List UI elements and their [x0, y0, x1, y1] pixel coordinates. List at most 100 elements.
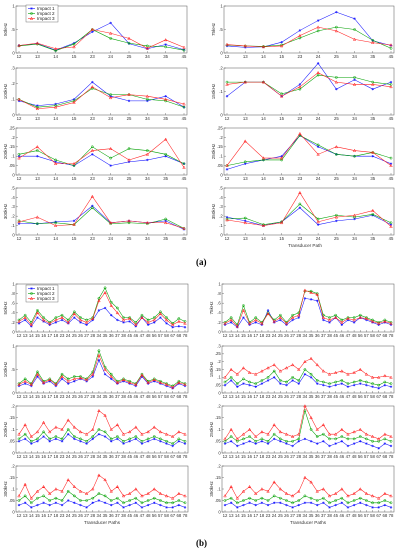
data-point [145, 46, 150, 50]
data-point [54, 102, 57, 106]
data-point [78, 430, 83, 434]
data-point [279, 156, 284, 160]
x-tick-label: 13 [35, 236, 40, 241]
data-point [254, 321, 257, 324]
data-point [134, 437, 138, 441]
data-point [84, 320, 89, 324]
data-point [321, 422, 326, 427]
x-tick-label: 15 [279, 176, 284, 181]
data-point [152, 487, 156, 491]
data-point [383, 503, 387, 507]
data-point [371, 82, 375, 86]
data-point [297, 382, 300, 385]
data-point [235, 382, 239, 385]
data-point [109, 499, 113, 502]
data-point [127, 430, 132, 434]
data-point [243, 160, 247, 164]
data-point [260, 437, 264, 441]
data-point [364, 372, 369, 376]
data-point [389, 43, 393, 47]
y-tick-label: .1 [11, 154, 15, 159]
x-tick-label: 57 [158, 454, 163, 459]
x-tick-label: 16 [41, 333, 46, 338]
data-point [53, 105, 58, 109]
data-point [17, 384, 21, 388]
x-tick-label: 24 [272, 513, 277, 518]
x-tick-label: 12 [225, 176, 230, 181]
y-tick-label: 0 [12, 509, 15, 514]
data-point [60, 318, 64, 322]
x-tick-label: 67 [376, 454, 381, 459]
x-tick-label: 25 [72, 333, 77, 338]
data-point [54, 382, 58, 386]
y-tick-label: .05 [215, 383, 222, 388]
series-line-impact-3 [224, 358, 392, 378]
x-tick-label: 68 [176, 333, 181, 338]
data-point [272, 422, 276, 427]
plot-frame [15, 127, 188, 176]
data-point [30, 325, 33, 328]
series-line-impact-3 [18, 410, 186, 437]
x-tick-label: 34 [352, 236, 357, 241]
data-point [48, 499, 52, 502]
legend-label: Impact 2 [37, 11, 55, 16]
data-point [223, 375, 227, 379]
x-tick-label: 25 [72, 454, 77, 459]
plot-frame [15, 465, 189, 513]
x-tick-label: 23 [60, 394, 65, 399]
data-point [145, 97, 149, 101]
y-tick-label: .1 [217, 375, 221, 380]
data-point [303, 494, 307, 498]
chart-a-350kHz: 0 .1 .2 .3 .4 .5 12 13 14 15 23 24 25 34 35 45 350kHz [211, 185, 395, 241]
data-point [340, 435, 344, 438]
data-point [316, 145, 320, 148]
data-point [146, 491, 150, 495]
y-tick-label: .15 [9, 144, 16, 149]
x-tick-label: 78 [183, 454, 188, 459]
data-point [110, 314, 113, 317]
data-point [23, 315, 27, 319]
data-point [159, 503, 162, 507]
data-point [242, 304, 245, 307]
data-point [134, 435, 138, 438]
data-point [285, 439, 288, 443]
data-point [159, 379, 162, 383]
data-point [90, 87, 94, 90]
x-tick-label: 58 [164, 394, 169, 399]
data-point [353, 217, 356, 221]
data-point [90, 206, 94, 210]
data-point [90, 27, 95, 31]
x-axis-label-b-left: Transducer Paths [84, 520, 121, 525]
data-point [91, 30, 94, 34]
plot-frame [221, 345, 395, 394]
data-point [54, 104, 58, 107]
data-point [340, 320, 344, 324]
data-point [322, 440, 325, 443]
data-point [371, 444, 374, 448]
x-tick-label: 35 [163, 236, 168, 241]
data-point [109, 156, 113, 160]
data-point [290, 362, 295, 367]
x-tick-label: 56 [152, 454, 157, 459]
data-point [316, 143, 320, 147]
x-tick-label: 57 [158, 394, 163, 399]
series-line-impact-3 [226, 26, 392, 48]
x-tick-label: 23 [266, 333, 271, 338]
data-point [370, 434, 375, 438]
data-point [254, 382, 258, 385]
data-point [365, 442, 368, 445]
data-point [177, 437, 181, 441]
x-tick-label: 57 [158, 513, 163, 518]
x-tick-label: 14 [29, 394, 34, 399]
data-point [272, 362, 276, 367]
x-tick-label: 47 [346, 513, 351, 518]
x-tick-label: 24 [272, 454, 277, 459]
x-tick-label: 17 [47, 333, 52, 338]
data-point [389, 385, 393, 388]
x-tick-label: 67 [376, 394, 381, 399]
series-line-impact-3 [18, 195, 185, 229]
data-point [109, 427, 113, 431]
x-tick-label: 18 [259, 454, 264, 459]
data-point [128, 499, 132, 502]
data-point [54, 321, 58, 324]
